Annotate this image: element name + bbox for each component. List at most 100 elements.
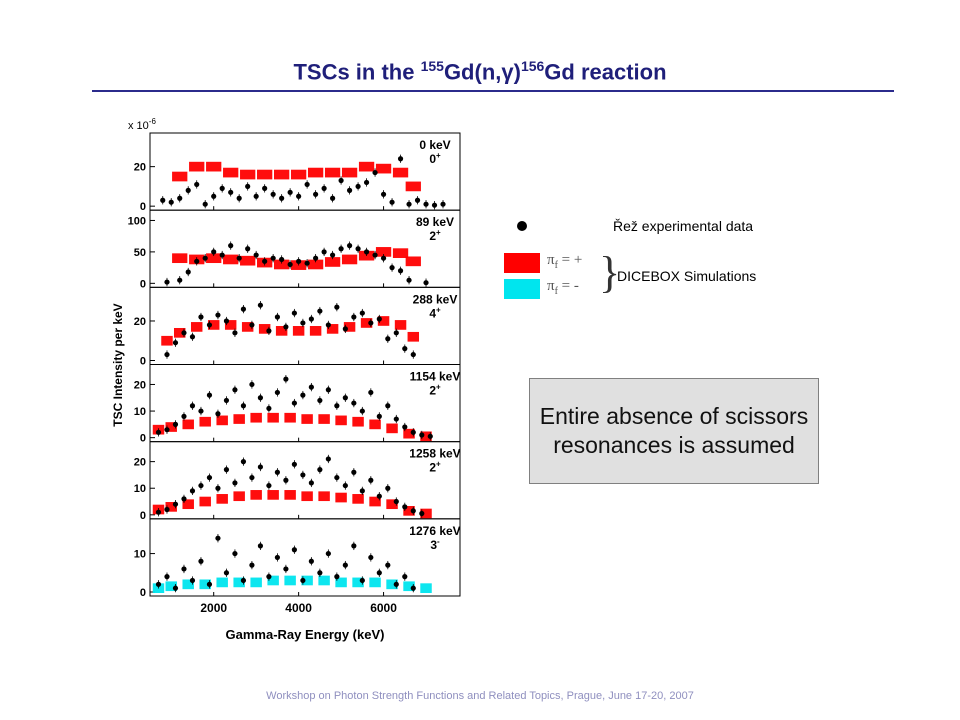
simulation-bar	[284, 490, 296, 500]
experimental-point	[236, 255, 242, 261]
experimental-point	[232, 387, 238, 393]
experimental-point	[172, 501, 179, 507]
experimental-point	[253, 193, 259, 199]
simulation-bar	[233, 491, 245, 502]
experimental-point	[215, 535, 221, 541]
simulation-bar	[420, 431, 432, 442]
experimental-point	[270, 255, 276, 261]
slide-title: TSCs in the 155Gd(n,γ)156Gd reaction	[293, 58, 667, 85]
y-tick-label: 10	[134, 549, 146, 561]
experimental-point	[172, 421, 179, 427]
title-underline	[92, 90, 894, 92]
experimental-point	[300, 320, 306, 326]
simulation-bar	[335, 492, 347, 503]
experimental-point	[376, 570, 382, 576]
experimental-point	[177, 195, 183, 201]
experimental-point	[279, 256, 285, 263]
experimental-point	[245, 183, 251, 190]
experimental-point	[283, 324, 289, 330]
simulation-bar	[199, 496, 211, 507]
experimental-point	[376, 316, 382, 322]
experimental-point	[219, 252, 225, 258]
experimental-point	[402, 574, 408, 580]
y-tick-label: 10	[134, 483, 146, 495]
experimental-point	[223, 467, 230, 473]
simulation-bar	[420, 583, 432, 593]
legend-pi-minus-label: πf = -	[547, 278, 579, 297]
experimental-point	[359, 488, 365, 494]
spin-label: 4+	[429, 305, 441, 320]
panel-frame	[149, 209, 461, 288]
simulation-bar	[369, 419, 381, 430]
simulation-bar	[216, 415, 228, 426]
experimental-point	[385, 403, 391, 409]
simulation-bar	[284, 575, 296, 586]
y-tick-label: 0	[140, 587, 146, 599]
experimental-point	[266, 574, 272, 580]
spin-label: 2+	[429, 228, 441, 243]
simulation-bar	[377, 316, 390, 326]
experimental-point	[308, 384, 314, 390]
experimental-point	[189, 577, 196, 584]
experimental-point	[266, 405, 272, 412]
experimental-point	[393, 498, 399, 505]
simulation-bar	[375, 247, 392, 257]
spin-label: 2+	[429, 460, 441, 475]
simulation-bar	[241, 322, 254, 332]
experimental-point	[253, 252, 259, 258]
simulation-bar	[324, 167, 341, 178]
x-axis-label: Gamma-Ray Energy (keV)	[226, 627, 385, 642]
experimental-point	[406, 201, 412, 207]
y-tick-label: 0	[140, 201, 146, 213]
simulation-bar	[341, 167, 358, 178]
experimental-point	[346, 187, 353, 193]
simulation-bar	[267, 490, 279, 500]
x-tick-label: 4000	[285, 601, 312, 615]
experimental-point	[317, 397, 323, 404]
simulation-bar	[258, 324, 271, 334]
experimental-point	[189, 488, 196, 494]
y-tick-label: 0	[140, 278, 146, 290]
experimental-point	[287, 189, 293, 195]
experimental-point	[334, 574, 340, 580]
simulation-bar	[189, 161, 205, 172]
experimental-point	[274, 469, 280, 475]
simulation-bar	[358, 161, 375, 172]
experimental-point	[249, 562, 255, 568]
experimental-point	[266, 328, 272, 334]
legend-experimental-marker	[517, 221, 527, 231]
experimental-point	[164, 506, 170, 513]
experimental-point	[330, 195, 336, 201]
simulation-bar	[335, 415, 347, 426]
experimental-point	[172, 585, 179, 591]
experimental-point	[359, 408, 365, 414]
experimental-point	[232, 330, 238, 336]
experimental-point	[194, 258, 200, 264]
experimental-point	[223, 570, 230, 576]
experimental-point	[211, 249, 217, 255]
experimental-point	[325, 387, 331, 393]
simulation-bar	[224, 320, 237, 330]
experimental-point	[164, 427, 170, 433]
experimental-point	[257, 543, 264, 549]
experimental-point	[283, 477, 289, 483]
panel-frame	[149, 518, 461, 597]
simulation-bar	[216, 494, 228, 504]
footer-text: Workshop on Photon Strength Functions an…	[266, 690, 694, 702]
experimental-point	[321, 249, 327, 255]
experimental-point	[342, 482, 348, 489]
experimental-point	[274, 554, 280, 561]
simulation-bar	[223, 254, 239, 265]
simulation-bar	[165, 502, 177, 512]
experimental-point	[283, 376, 289, 382]
experimental-point	[423, 280, 429, 286]
y-tick-label: 0	[140, 433, 146, 445]
experimental-point	[363, 179, 370, 186]
experimental-point	[202, 201, 208, 207]
simulation-bar	[267, 575, 279, 586]
experimental-point	[262, 258, 268, 264]
assumption-note: Entire absence of scissors resonances is…	[529, 378, 819, 484]
